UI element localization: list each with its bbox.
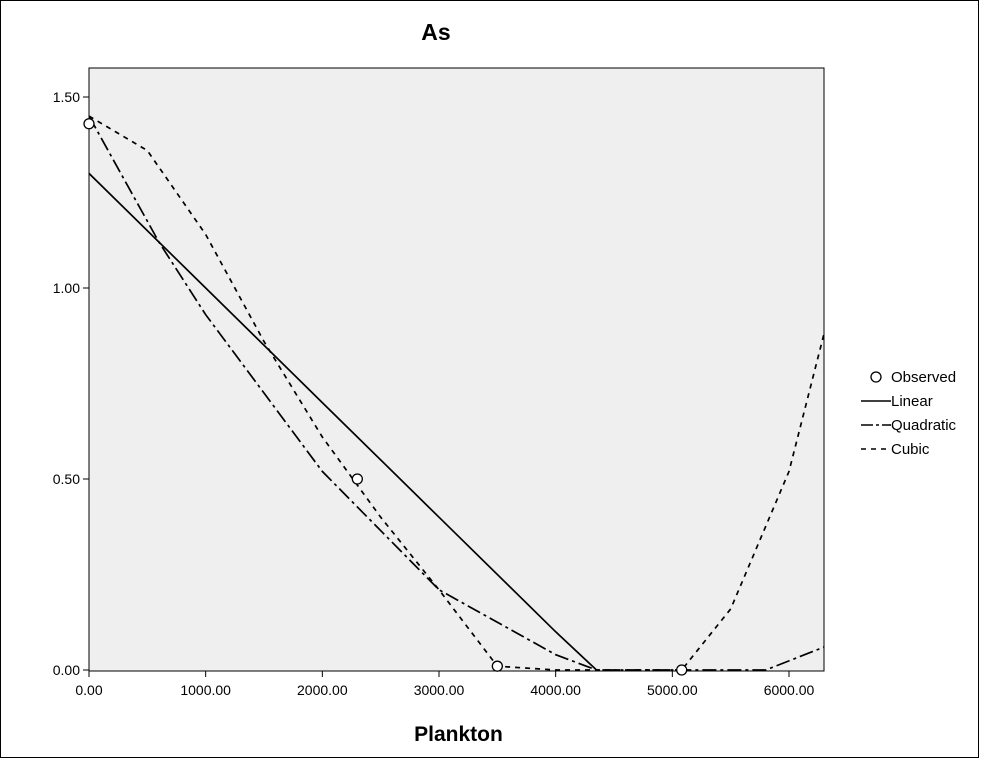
- y-tick-label: 1.00: [53, 280, 80, 296]
- x-tick-label: 6000.00: [764, 682, 815, 698]
- x-tick-label: 4000.00: [530, 682, 581, 698]
- legend-label: Linear: [891, 392, 933, 410]
- x-tick-label: 2000.00: [297, 682, 348, 698]
- x-tick-label: 0.00: [75, 682, 102, 698]
- legend-label: Observed: [891, 368, 957, 386]
- chart-title: As: [421, 19, 451, 45]
- legend-cubic-symbol: [861, 448, 891, 450]
- x-tick-label: 3000.00: [414, 682, 465, 698]
- plot-background: [88, 67, 825, 672]
- observed-point: [83, 118, 95, 130]
- x-tick-label: 1000.00: [180, 682, 231, 698]
- legend-item-linear: Linear: [859, 389, 956, 413]
- series-line-quadratic: [89, 115, 824, 671]
- legend-label: Cubic: [891, 440, 930, 458]
- y-tick-label: 0.50: [53, 471, 80, 487]
- legend-linear-symbol: [861, 400, 891, 402]
- y-tick-label: 1.50: [53, 89, 80, 105]
- legend-item-quadratic: Quadratic: [859, 413, 956, 437]
- legend-item-cubic: Cubic: [859, 437, 956, 461]
- x-axis-title: Plankton: [414, 723, 503, 746]
- observed-point: [491, 660, 503, 672]
- legend: Observed Linear Quadratic Cubic: [859, 365, 956, 461]
- x-tick-label: 5000.00: [647, 682, 698, 698]
- observed-point: [351, 473, 363, 485]
- y-tick-label: 0.00: [53, 662, 80, 678]
- series-line-linear: [89, 172, 598, 671]
- legend-observed-symbol: [870, 371, 882, 383]
- legend-label: Quadratic: [891, 416, 957, 434]
- legend-quadratic-symbol: [861, 424, 891, 426]
- observed-point: [676, 664, 688, 676]
- legend-item-observed: Observed: [859, 365, 956, 389]
